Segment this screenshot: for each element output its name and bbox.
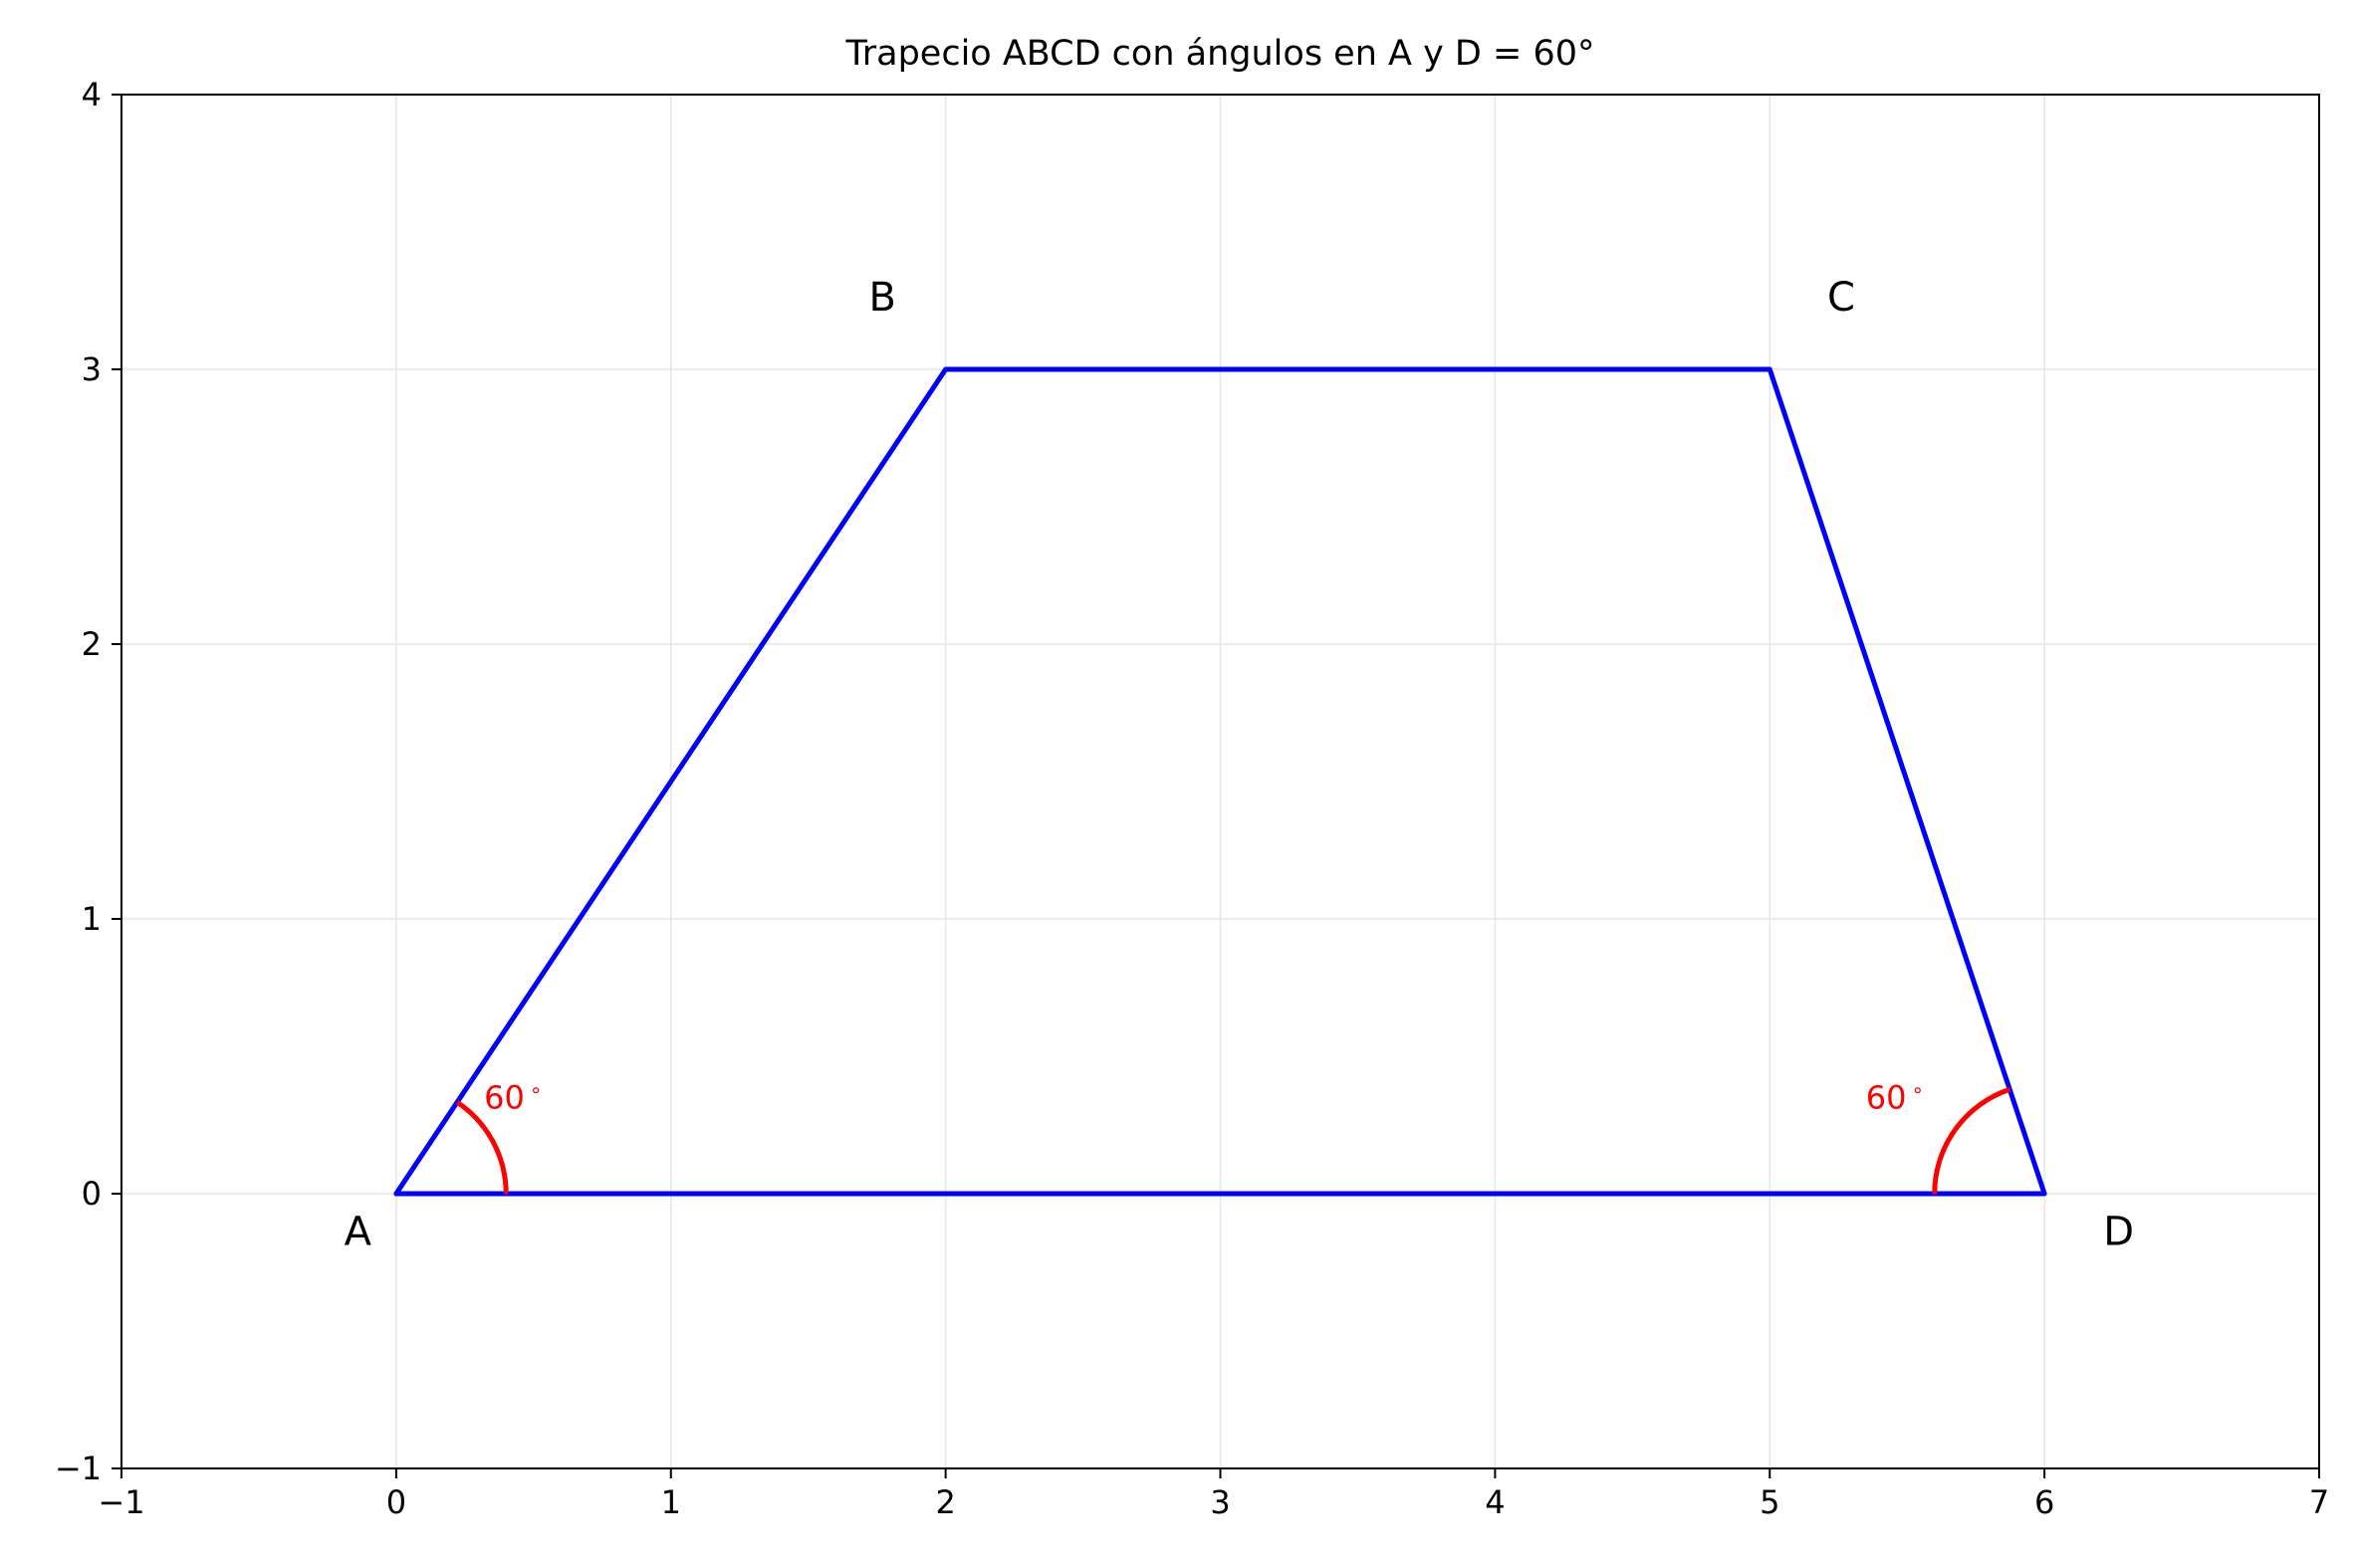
trapezoid-outline xyxy=(393,366,2047,1197)
angle-label-a: 60 ∘ xyxy=(484,1077,542,1116)
y-tick-label: 0 xyxy=(82,1175,102,1213)
x-tick-label: 7 xyxy=(2309,1483,2329,1521)
angle-label-d: 60 ∘ xyxy=(1866,1077,1924,1116)
x-tick-label: 2 xyxy=(935,1483,955,1521)
vertex-label-b: B xyxy=(868,275,895,321)
x-tick-label: 5 xyxy=(1760,1483,1779,1521)
axis-ticks: −1 0 1 2 3 4 5 6 7 −1 0 1 2 3 4 xyxy=(55,76,2329,1521)
x-tick-label: 3 xyxy=(1210,1483,1230,1521)
y-tick-label: 4 xyxy=(82,76,102,113)
angle-arc-a xyxy=(455,1100,509,1195)
x-tick-label: 1 xyxy=(661,1483,681,1521)
x-tick-label: 6 xyxy=(2034,1483,2054,1521)
x-tick-label: 4 xyxy=(1485,1483,1505,1521)
vertex-label-c: C xyxy=(1827,275,1855,321)
trapezoid-series xyxy=(393,366,2047,1197)
y-tick-label: −1 xyxy=(55,1450,102,1487)
x-tick-label: 0 xyxy=(386,1483,406,1521)
angle-marks: 60 ∘ 60 ∘ xyxy=(455,1077,2011,1195)
vertex-labels: A B C D xyxy=(345,275,2134,1254)
chart-title: Trapecio ABCD con ángulos en A y D = 60° xyxy=(845,34,1595,74)
x-tick-label: −1 xyxy=(98,1483,144,1521)
angle-arc-d xyxy=(1932,1086,2011,1195)
y-tick-label: 3 xyxy=(82,350,102,388)
vertex-label-d: D xyxy=(2103,1210,2134,1255)
vertex-label-a: A xyxy=(345,1210,372,1255)
y-tick-label: 2 xyxy=(82,625,102,663)
y-tick-label: 1 xyxy=(82,900,102,938)
